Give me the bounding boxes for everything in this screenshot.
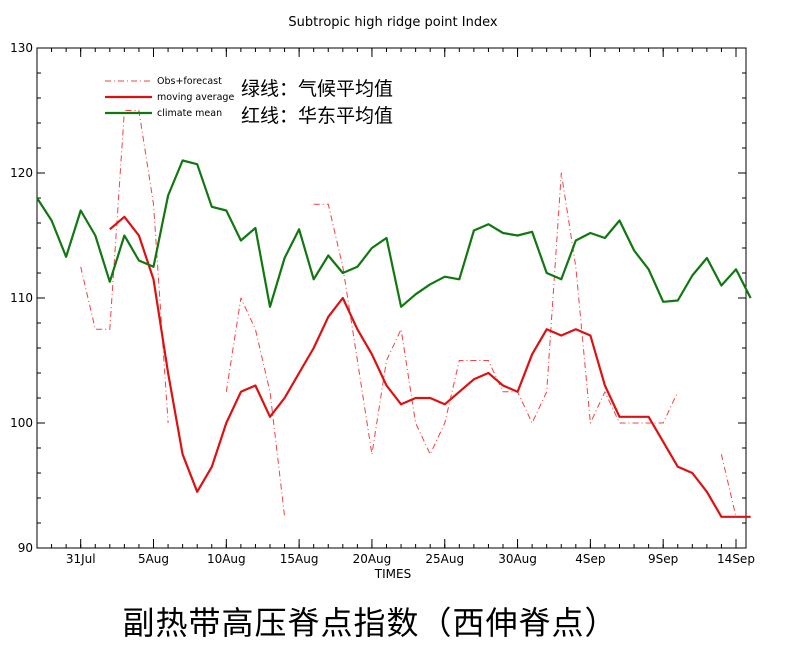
- series-moving-average: [109, 215, 751, 518]
- legend-label-obs: Obs+forecast: [157, 76, 222, 87]
- y-tick-label: 100: [10, 416, 33, 430]
- x-tick-label: 4Sep: [575, 552, 605, 566]
- chart-title: Subtropic high ridge point Index: [288, 15, 497, 30]
- y-tick-label: 110: [10, 291, 33, 305]
- y-tick-label: 90: [18, 541, 33, 555]
- x-tick-label: 5Aug: [138, 552, 169, 566]
- note-red-line: 红线：华东平均值: [241, 105, 393, 127]
- x-tick-label: 30Aug: [498, 552, 537, 566]
- x-tick-label: 10Aug: [207, 552, 246, 566]
- note-green-line: 绿线：气候平均值: [241, 78, 393, 100]
- x-tick-label: 31Jul: [66, 552, 96, 566]
- x-tick-label: 20Aug: [353, 552, 392, 566]
- legend: Obs+forecast moving average climate mean: [105, 76, 234, 119]
- x-tick-label: 15Aug: [280, 552, 319, 566]
- y-tick-label: 120: [10, 166, 33, 180]
- figure-caption: 副热带高压脊点指数（西伸脊点）: [122, 604, 618, 642]
- ridge-index-chart: Subtropic high ridge point Index 90 100 11…: [10, 15, 755, 581]
- series-climate-mean: [36, 159, 752, 308]
- series-obs-forecast: [313, 172, 679, 455]
- y-axis: 90 100 110 120 130: [10, 41, 746, 555]
- x-axis-label: TIMES: [374, 567, 411, 581]
- x-tick-label: 9Sep: [648, 552, 678, 566]
- x-axis: 31Jul 5Aug 10Aug 15Aug 20Aug 25Aug 30Aug 4Sep 9S…: [36, 48, 755, 566]
- series-obs-forecast: [80, 110, 169, 424]
- x-tick-label: 14Sep: [717, 552, 755, 566]
- series-obs-forecast: [225, 297, 286, 517]
- series-layer: [36, 110, 752, 518]
- legend-label-moving: moving average: [157, 92, 234, 103]
- legend-label-climate: climate mean: [157, 108, 222, 119]
- series-obs-forecast: [720, 454, 737, 517]
- x-tick-label: 25Aug: [425, 552, 464, 566]
- y-tick-label: 130: [10, 41, 33, 55]
